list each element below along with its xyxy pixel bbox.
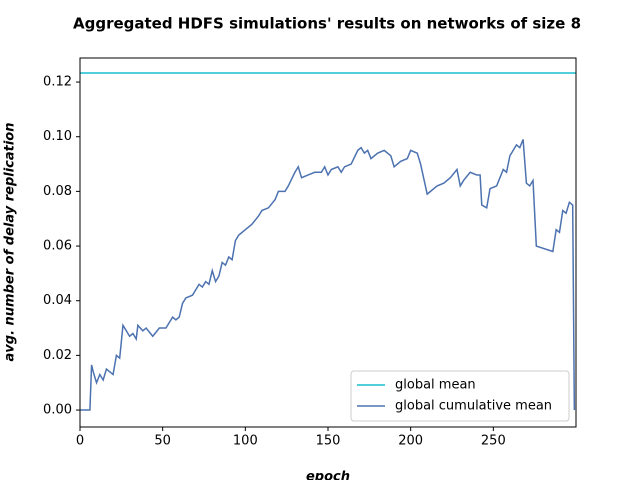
x-tick-label: 50 [154, 434, 171, 449]
y-tick-label: 0.12 [43, 75, 72, 90]
legend-box [350, 370, 570, 422]
chart-title: Aggregated HDFS simulations' results on … [73, 15, 581, 33]
x-tick-label: 200 [398, 434, 423, 449]
series-line [80, 139, 576, 411]
x-tick-label: 150 [316, 434, 341, 449]
x-tick-label: 250 [481, 434, 506, 449]
x-axis-label: epoch [306, 470, 350, 480]
plot-frame [79, 57, 577, 428]
x-tick-label: 100 [233, 434, 258, 449]
y-tick-label: 0.08 [43, 184, 72, 199]
legend-label: global mean [395, 378, 476, 393]
x-tick-label: 0 [76, 434, 84, 449]
legend-label: global cumulative mean [395, 399, 552, 414]
y-tick-label: 0.04 [43, 293, 72, 308]
y-tick-label: 0.10 [43, 129, 72, 144]
y-tick-label: 0.06 [43, 239, 72, 254]
y-tick-label: 0.00 [43, 403, 72, 418]
y-axis-label: avg. number of delay replication [3, 123, 18, 362]
y-tick-label: 0.02 [43, 348, 72, 363]
